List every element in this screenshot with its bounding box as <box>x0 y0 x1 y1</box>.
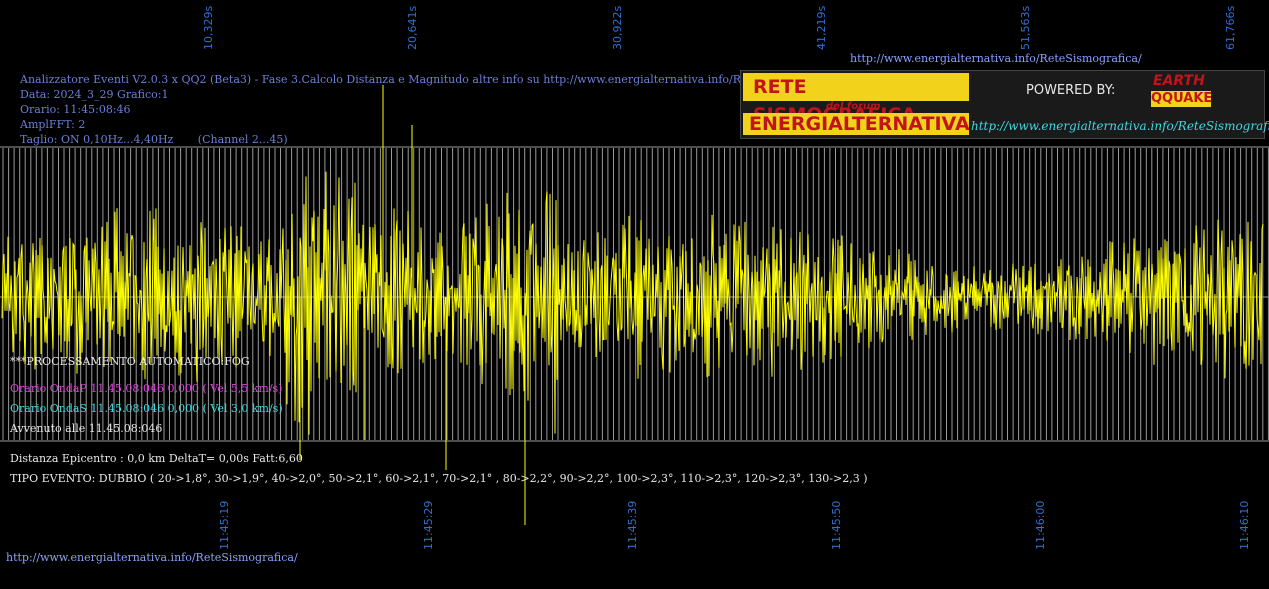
bottom-tick-label: 11:45:39 <box>626 490 641 550</box>
bottom-tick-text: 11:45:19 <box>218 500 231 550</box>
top-url[interactable]: http://www.energialternativa.info/ReteSi… <box>850 52 1142 65</box>
logo-subtitle: del forum <box>826 101 881 112</box>
top-tick-label: 10,329s <box>202 0 217 50</box>
onda-p-label: Orario OndaP 11.45.08:046 0,000 ( Vel 5,… <box>10 382 283 395</box>
top-tick-text: 20,641s <box>406 5 419 50</box>
distance-label: Distanza Epicentro : 0,0 km DeltaT= 0,00… <box>10 452 303 465</box>
date-line: Data: 2024_3_29 Grafico:1 <box>20 88 169 101</box>
bottom-tick-label: 11:45:29 <box>422 490 437 550</box>
top-tick-text: 41,219s <box>815 5 828 50</box>
logo-url[interactable]: http://www.energialternativa.info/ReteSi… <box>971 119 1269 133</box>
top-tick-label: 51,563s <box>1019 0 1034 50</box>
time-line: Orario: 11:45:08:46 <box>20 103 131 116</box>
footer-url[interactable]: http://www.energialternativa.info/ReteSi… <box>6 551 298 564</box>
bottom-tick-text: 11:46:10 <box>1238 500 1251 550</box>
bottom-tick-label: 11:45:19 <box>218 490 233 550</box>
top-tick-label: 61,766s <box>1224 0 1239 50</box>
series-line <box>1 171 1264 435</box>
top-tick-text: 61,766s <box>1224 5 1237 50</box>
bottom-tick-label: 11:46:00 <box>1034 490 1049 550</box>
amplitude-line: AmplFFT: 2 <box>20 118 86 131</box>
top-tick-text: 51,563s <box>1019 5 1032 50</box>
bottom-tick-label: 11:46:10 <box>1238 490 1253 550</box>
logo-forum-name: ENERGIALTERNATIVA <box>743 113 970 135</box>
event-type-label: TIPO EVENTO: DUBBIO ( 20->1,8°, 30->1,9°… <box>10 472 868 485</box>
bottom-tick-text: 11:45:29 <box>422 500 435 550</box>
top-tick-text: 10,329s <box>202 5 215 50</box>
logo-title: RETE SISMOGRAFICA <box>743 73 969 126</box>
top-tick-label: 30,922s <box>611 0 626 50</box>
logo-brand-bottom: QQUAKE <box>1151 91 1213 107</box>
processing-label: ***PROCESSAMENTO AUTOMATICO:FOG <box>10 355 250 368</box>
title-line: Analizzatore Eventi V2.0.3 x QQ2 (Beta3)… <box>20 73 740 86</box>
network-logo: RETE SISMOGRAFICA del forum ENERGIALTERN… <box>740 70 1269 139</box>
logo-brand-top: EARTH <box>1153 73 1205 89</box>
top-tick-text: 30,922s <box>611 5 624 50</box>
logo-powered-by: POWERED BY: <box>1026 83 1116 98</box>
filter-line: Taglio: ON 0,10Hz...4,40Hz (Channel 2...… <box>20 133 288 146</box>
top-tick-label: 20,641s <box>406 0 421 50</box>
bottom-tick-label: 11:45:50 <box>830 490 845 550</box>
bottom-tick-text: 11:45:39 <box>626 500 639 550</box>
bottom-tick-text: 11:46:00 <box>1034 500 1047 550</box>
bottom-tick-text: 11:45:50 <box>830 500 843 550</box>
avvenuto-label: Avvenuto alle 11.45.08:046 <box>10 422 163 435</box>
onda-s-label: Orario OndaS 11.45.08:046 0,000 ( Vel 3,… <box>10 402 283 415</box>
seismic-trace <box>1 85 1264 525</box>
top-tick-label: 41,219s <box>815 0 830 50</box>
